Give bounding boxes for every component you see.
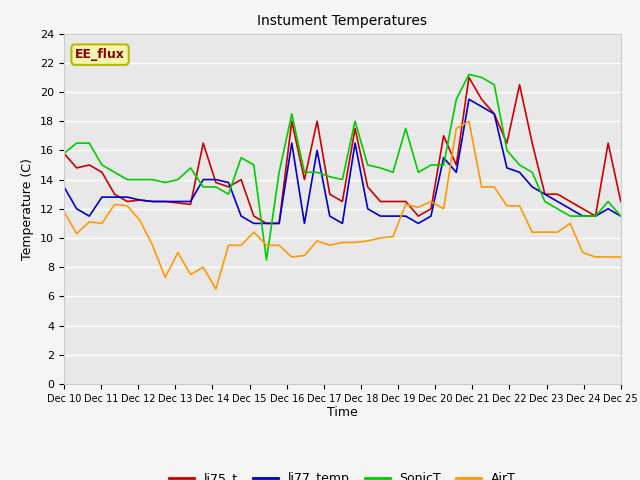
Legend: li75_t, li77_temp, SonicT, AirT: li75_t, li77_temp, SonicT, AirT <box>164 468 521 480</box>
Title: Instument Temperatures: Instument Temperatures <box>257 14 428 28</box>
Y-axis label: Temperature (C): Temperature (C) <box>22 158 35 260</box>
X-axis label: Time: Time <box>327 407 358 420</box>
Text: EE_flux: EE_flux <box>75 48 125 61</box>
